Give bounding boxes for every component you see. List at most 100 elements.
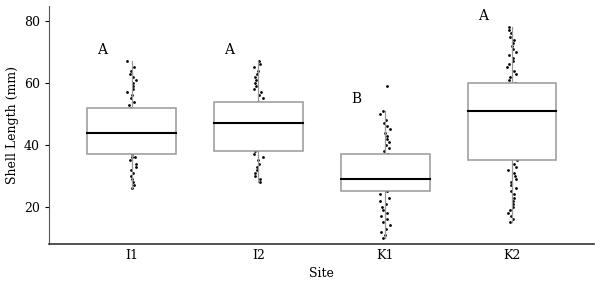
Point	[511, 174, 520, 178]
Point	[509, 37, 519, 42]
Point	[122, 146, 132, 150]
Point	[511, 140, 520, 144]
Point	[511, 136, 520, 141]
Point	[381, 201, 391, 206]
Point	[127, 152, 137, 156]
Point	[129, 183, 139, 187]
Point	[252, 72, 262, 76]
Point	[503, 127, 512, 132]
Point	[259, 102, 268, 107]
Point	[251, 133, 260, 138]
Point	[256, 177, 265, 181]
Point	[131, 161, 141, 166]
Point	[131, 133, 140, 138]
Point	[512, 72, 521, 76]
Point	[506, 74, 515, 79]
Point	[506, 189, 516, 194]
Point	[251, 121, 260, 126]
Point	[253, 99, 263, 104]
Point	[255, 124, 265, 129]
Point	[259, 96, 268, 101]
Point	[259, 155, 268, 160]
Point	[251, 149, 260, 153]
Point	[131, 149, 140, 153]
Point	[128, 170, 138, 175]
Point	[123, 121, 133, 126]
Point	[250, 81, 259, 85]
Point	[377, 170, 387, 175]
Point	[252, 167, 262, 172]
Point	[250, 152, 259, 156]
Point	[250, 170, 259, 175]
Point	[382, 217, 392, 222]
Point	[250, 127, 259, 132]
Point	[512, 158, 522, 163]
Point	[251, 140, 260, 144]
Bar	[467, 83, 556, 160]
Point	[506, 102, 515, 107]
Point	[249, 87, 259, 92]
Point	[509, 99, 519, 104]
Point	[510, 81, 520, 85]
Point	[250, 74, 259, 79]
Point	[380, 121, 389, 126]
Point	[253, 68, 262, 73]
Point	[378, 177, 388, 181]
Point	[254, 59, 264, 63]
Point	[126, 106, 136, 110]
Point	[380, 130, 390, 135]
Text: A: A	[224, 43, 234, 57]
Point	[253, 136, 263, 141]
Bar	[87, 108, 176, 154]
Point	[381, 174, 391, 178]
Point	[384, 140, 394, 144]
Point	[253, 158, 263, 163]
Point	[379, 155, 388, 160]
Point	[385, 167, 395, 172]
Point	[127, 155, 137, 160]
Point	[251, 78, 261, 82]
Point	[506, 180, 516, 184]
Point	[131, 130, 141, 135]
Point	[506, 214, 516, 219]
Point	[508, 56, 518, 61]
Point	[511, 109, 520, 113]
Point	[123, 115, 133, 119]
Point	[376, 112, 385, 116]
Point	[377, 204, 387, 209]
Point	[381, 143, 391, 147]
Point	[508, 133, 518, 138]
Point	[257, 115, 266, 119]
Y-axis label: Shell Length (mm): Shell Length (mm)	[5, 66, 19, 184]
Point	[382, 174, 391, 178]
Point	[508, 204, 518, 209]
Point	[125, 158, 135, 163]
Point	[383, 133, 392, 138]
Point	[506, 130, 516, 135]
Point	[130, 136, 140, 141]
Point	[249, 65, 259, 70]
Point	[503, 143, 513, 147]
Point	[251, 174, 260, 178]
Point	[508, 201, 518, 206]
Point	[508, 47, 518, 51]
Point	[124, 102, 134, 107]
Point	[385, 223, 394, 228]
Point	[384, 146, 394, 150]
Point	[502, 106, 512, 110]
Point	[257, 109, 266, 113]
Point	[382, 158, 392, 163]
Point	[122, 59, 132, 63]
Point	[505, 53, 514, 57]
Point	[508, 40, 518, 45]
Point	[511, 164, 521, 169]
Point	[128, 84, 137, 88]
Point	[508, 146, 518, 150]
Point	[381, 177, 391, 181]
Point	[384, 195, 394, 200]
Point	[255, 180, 265, 184]
Point	[379, 220, 388, 225]
Point	[506, 31, 516, 36]
Point	[131, 164, 140, 169]
Point	[250, 106, 259, 110]
